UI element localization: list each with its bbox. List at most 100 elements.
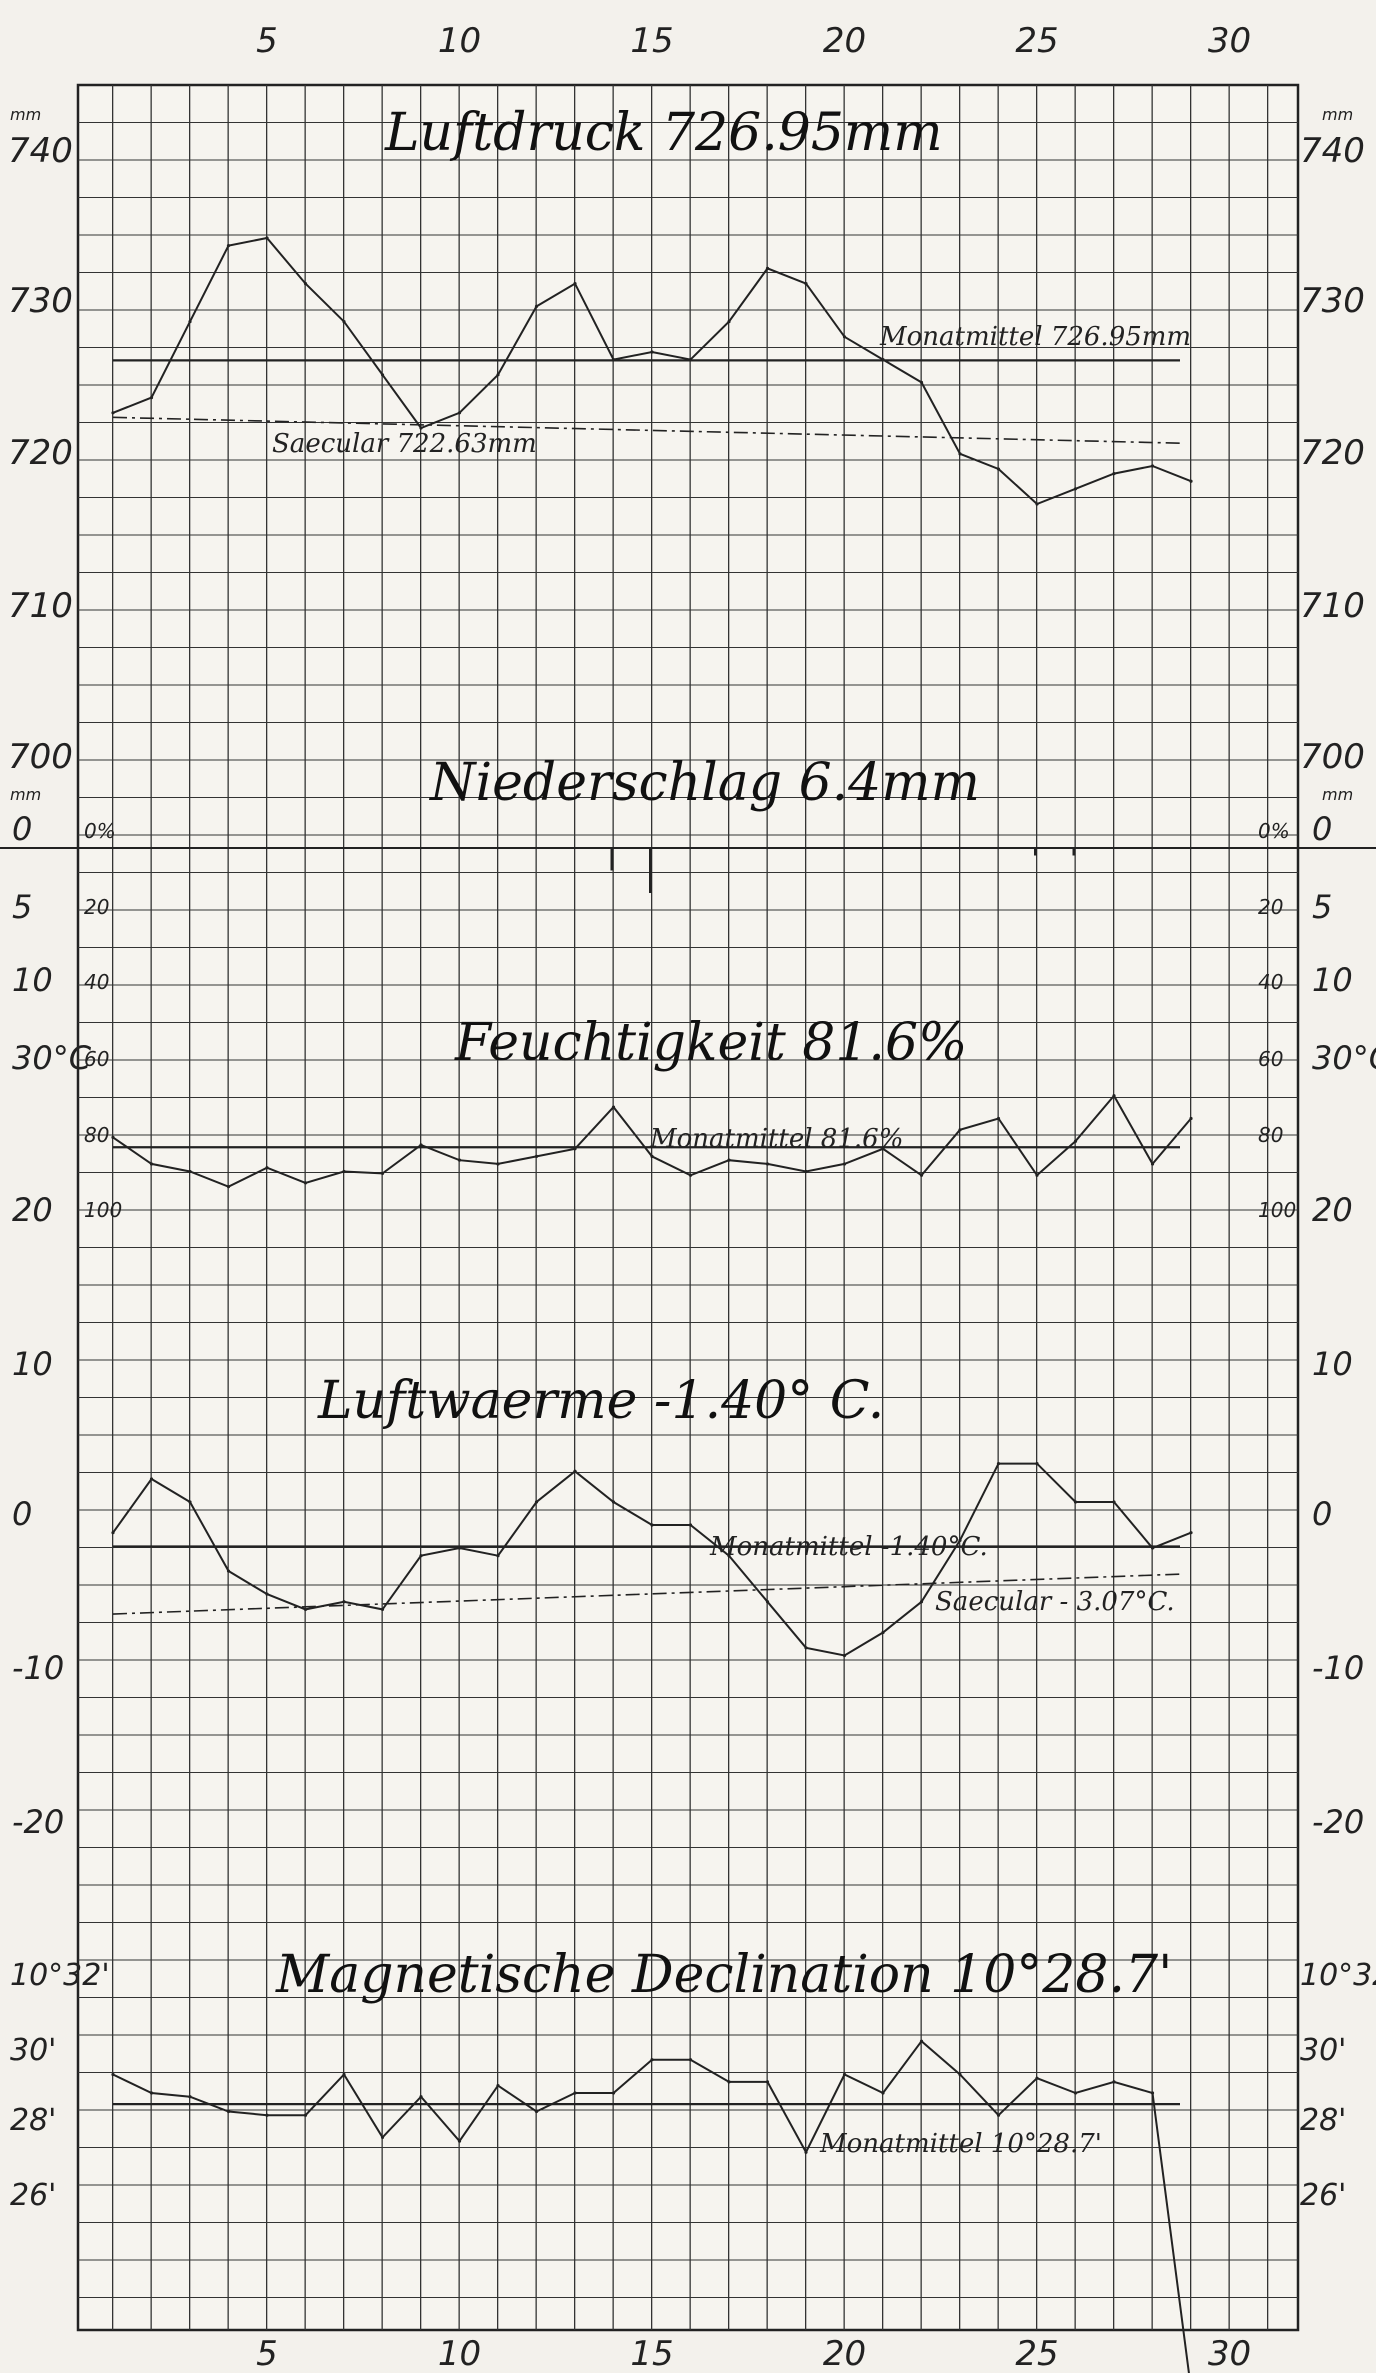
pressure-series-line-point xyxy=(727,320,731,324)
y-tick-label-right: 26' xyxy=(1300,2178,1346,2213)
y-tick-label-left: 730 xyxy=(8,281,73,321)
pressure-series-line-point xyxy=(611,358,616,362)
humidity-tick-left: 80 xyxy=(84,1123,109,1147)
declination-series-line-point xyxy=(842,2072,847,2077)
humidity-monthly-mean-label: Monatmittel 81.6% xyxy=(649,1124,903,1154)
y-tick-label-right: mm xyxy=(1322,105,1353,124)
declination-series-line-point xyxy=(804,2150,808,2154)
pressure-secular-label: Saecular 722.63mm xyxy=(272,429,537,459)
pressure-series-line-point xyxy=(342,320,346,324)
pressure-series-line-point xyxy=(188,320,192,324)
humidity-tick-left: 40 xyxy=(84,970,109,994)
pressure-series-line-point xyxy=(996,467,1001,471)
humidity-tick-right: 60 xyxy=(1258,1047,1283,1071)
temperature-series-line-point xyxy=(534,1500,539,1504)
declination-series-line-point xyxy=(226,2109,231,2114)
y-tick-label-right: -10 xyxy=(1312,1649,1364,1687)
y-tick-label-left: mm xyxy=(10,785,41,804)
humidity-series-line-point xyxy=(534,1154,539,1158)
temperature-series-line-point xyxy=(380,1607,385,1612)
y-tick-label-left: 740 xyxy=(8,131,73,171)
humidity-series-line-point xyxy=(573,1147,577,1151)
humidity-tick-right: 100 xyxy=(1258,1198,1296,1222)
temperature-secular-label: Saecular - 3.07°C. xyxy=(935,1587,1175,1617)
x-tick-label-bottom: 5 xyxy=(256,2334,278,2373)
declination-series-line-point xyxy=(1073,2091,1078,2095)
pressure-monthly-mean-label: Monatmittel 726.95mm xyxy=(879,322,1191,352)
x-tick-label-top: 25 xyxy=(1015,21,1058,61)
pressure-series-line-point xyxy=(650,350,654,354)
declination-series-line-point xyxy=(727,2080,731,2084)
chart-series: Monatmittel 726.95mm Saecular 722.63mm Mon… xyxy=(111,236,1193,2373)
humidity-series-line-point xyxy=(111,1135,115,1140)
humidity-series-line-point xyxy=(881,1147,885,1151)
humidity-series-line-point xyxy=(688,1173,693,1177)
pressure-series-line-point xyxy=(380,373,385,377)
pressure-series-line-point xyxy=(303,282,308,286)
plot-frame xyxy=(76,83,1300,2332)
x-tick-label-top: 15 xyxy=(630,21,673,61)
temperature-series-line-point xyxy=(996,1462,1001,1466)
temperature-series-line-point xyxy=(919,1600,924,1604)
declination-series-line-point xyxy=(996,2113,1001,2117)
declination-series-line-point xyxy=(265,2113,269,2117)
temperature-series-line-point xyxy=(573,1469,577,1473)
pressure-series-line-point xyxy=(765,266,770,270)
chart-titles: Luftdruck 726.95mm Niederschlag 6.4mm Feuc… xyxy=(275,103,1172,2005)
declination-series-line-point xyxy=(688,2058,693,2062)
declination-series-line-point xyxy=(342,2072,346,2077)
y-tick-label-right: 30' xyxy=(1300,2033,1346,2068)
x-tick-label-top: 20 xyxy=(823,21,866,61)
temperature-series-line-point xyxy=(111,1531,115,1535)
temperature-series-line-point xyxy=(1112,1500,1116,1504)
y-tick-label-left: 10 xyxy=(12,961,53,999)
declination-series-line-point xyxy=(111,2072,115,2077)
temperature-series-line-point xyxy=(457,1546,462,1550)
temperature-series-line-point xyxy=(881,1630,885,1635)
declination-series-line-point xyxy=(573,2091,577,2095)
pressure-series-line-point xyxy=(804,282,808,286)
y-tick-label-right: 740 xyxy=(1300,131,1365,171)
declination-series-line-point xyxy=(303,2113,308,2117)
declination-series-line-point xyxy=(1112,2080,1116,2084)
y-tick-label-right: 0 xyxy=(1312,1495,1332,1533)
humidity-series-line-point xyxy=(419,1143,423,1147)
y-tick-label-right: 10°32' xyxy=(1300,1958,1376,1993)
temperature-series-line-point xyxy=(149,1477,154,1481)
humidity-series-line-point xyxy=(265,1166,269,1170)
y-tick-label-left: 10°32' xyxy=(10,1958,110,1993)
y-tick-label-right: 5 xyxy=(1312,888,1332,926)
humidity-series-line-point xyxy=(611,1105,616,1109)
pressure-series-line-point xyxy=(496,373,500,377)
humidity-series-line-point xyxy=(149,1162,154,1166)
y-tick-label-right: 10 xyxy=(1312,961,1353,999)
chart-title: Niederschlag 6.4mm xyxy=(428,753,980,813)
declination-series-line-point xyxy=(419,2095,423,2099)
pressure-series-line-point xyxy=(1073,487,1078,491)
humidity-series-line-point xyxy=(919,1173,924,1177)
pressure-series-line-point xyxy=(226,244,231,248)
y-tick-label-left: 0 xyxy=(12,1495,32,1533)
pressure-series-line-point xyxy=(958,452,962,456)
y-tick-label-left: mm xyxy=(10,105,41,124)
humidity-series-line-point xyxy=(1150,1162,1155,1166)
pressure-series-line-point xyxy=(1150,464,1155,468)
y-tick-label-left: 720 xyxy=(8,433,73,473)
temperature-series-line-point xyxy=(804,1646,808,1650)
declination-series-line-point xyxy=(534,2109,539,2114)
x-tick-label-bottom: 10 xyxy=(438,2334,481,2373)
temperature-series-line-point xyxy=(958,1538,962,1542)
chart-axes: 5 5 10 10 15 15 20 20 25 25 30 30 mm mm 740 740 730 730 72… xyxy=(8,21,1376,2373)
y-tick-label-left: -10 xyxy=(12,1649,64,1687)
x-tick-label-top: 10 xyxy=(438,21,481,61)
declination-series-line-point xyxy=(188,2095,192,2099)
humidity-series-line-point xyxy=(496,1162,500,1166)
humidity-series-line-point xyxy=(342,1169,346,1174)
y-tick-label-left: 26' xyxy=(10,2178,56,2213)
humidity-series-line-point xyxy=(804,1169,808,1174)
chart-grid xyxy=(0,83,1376,2332)
pressure-series-line-point xyxy=(1189,479,1193,483)
humidity-series-line-point xyxy=(727,1158,731,1162)
declination-monthly-mean-label: Monatmittel 10°28.7' xyxy=(819,2129,1102,2159)
temperature-secular-line xyxy=(112,1573,1181,1615)
